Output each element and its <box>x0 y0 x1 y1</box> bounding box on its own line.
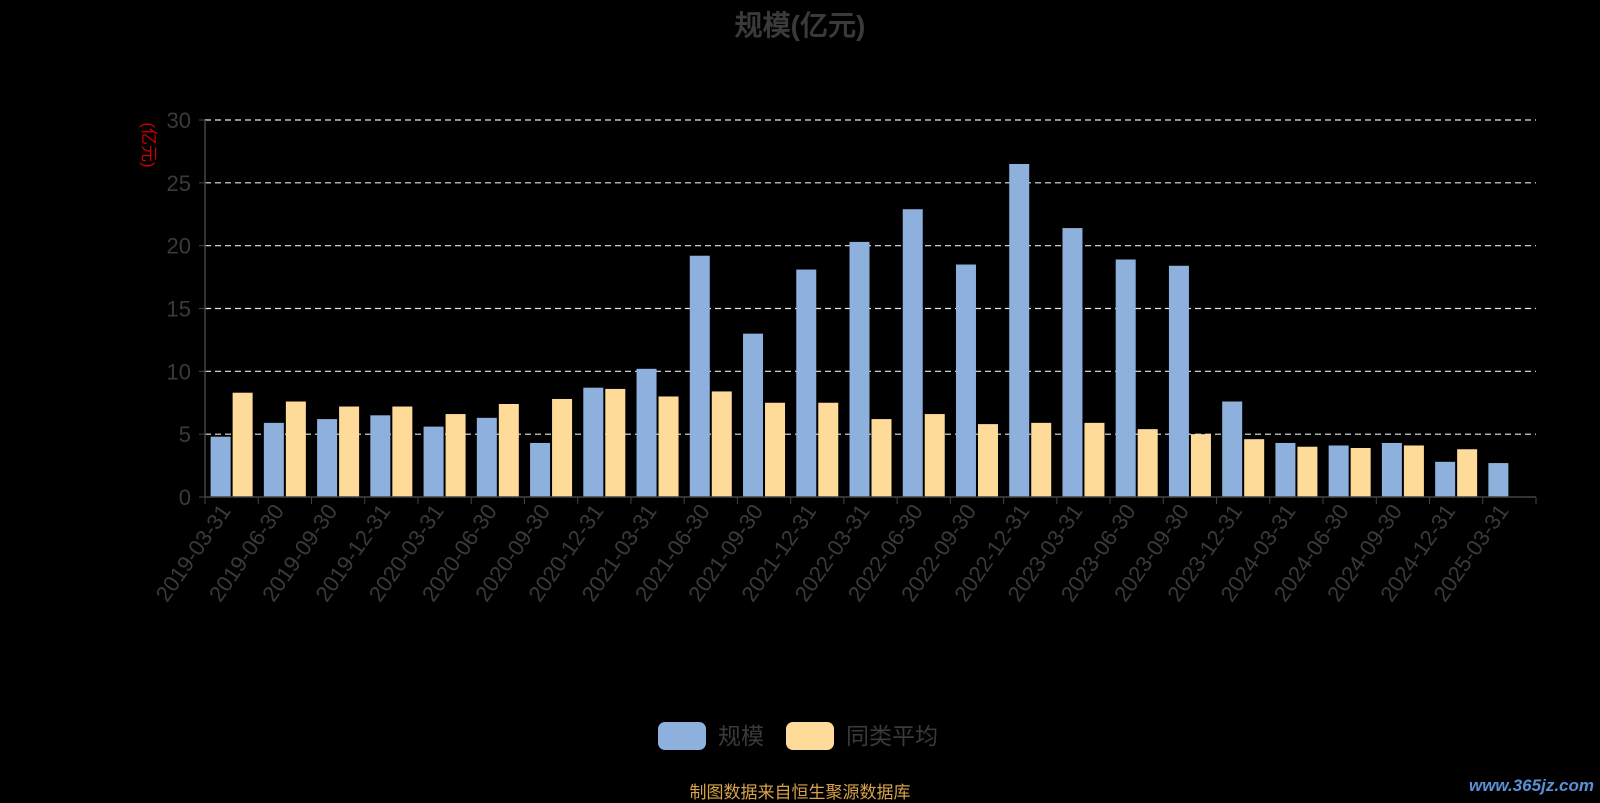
bar-category-average <box>658 396 679 497</box>
grid-lines <box>205 119 1536 435</box>
bar-scale <box>1275 442 1296 497</box>
bar-scale <box>743 333 764 497</box>
bar-category-average <box>1190 434 1211 497</box>
y-tick-label: 5 <box>179 422 191 447</box>
bar-scale <box>1381 442 1402 497</box>
bar-category-average <box>1297 446 1318 497</box>
bar-scale <box>955 264 976 497</box>
bar-category-average <box>232 392 253 497</box>
bar-scale <box>1222 401 1243 497</box>
y-axis-ticks: 0 5 10 15 20 25 30 <box>167 108 205 510</box>
bar-category-average <box>1031 422 1052 497</box>
bar-scale <box>423 426 444 497</box>
bar-category-average <box>1457 449 1478 497</box>
x-axis-ticks: 2019-03-312019-06-302019-09-302019-12-31… <box>151 497 1537 606</box>
bars <box>210 163 1509 497</box>
legend-swatch <box>786 722 834 750</box>
y-tick-label: 30 <box>167 108 191 133</box>
bar-scale <box>476 417 497 497</box>
bar-category-average <box>765 402 786 497</box>
y-tick-label: 0 <box>179 485 191 510</box>
legend-swatch <box>658 722 706 750</box>
axes <box>204 120 1536 498</box>
bar-category-average <box>339 406 360 497</box>
bar-category-average <box>552 398 573 497</box>
y-tick-label: 10 <box>167 359 191 384</box>
bar-scale <box>636 368 657 497</box>
bar-scale <box>1488 463 1509 497</box>
y-axis-label: (亿元) <box>139 122 158 167</box>
bar-category-average <box>498 404 519 497</box>
bar-category-average <box>605 388 626 497</box>
watermark: www.365jz.com <box>1468 776 1594 795</box>
bar-category-average <box>392 406 413 497</box>
bar-scale <box>1009 163 1030 497</box>
bar-category-average <box>1244 439 1265 497</box>
bar-category-average <box>924 414 945 497</box>
y-tick-label: 15 <box>167 297 191 322</box>
legend-label: 规模 <box>718 723 764 749</box>
bar-category-average <box>1084 422 1105 497</box>
bar-scale <box>263 422 284 497</box>
y-tick-label: 20 <box>167 234 191 259</box>
bar-scale <box>1062 228 1083 497</box>
bar-scale <box>796 269 817 497</box>
bar-scale <box>902 209 923 497</box>
bar-scale <box>1168 265 1189 497</box>
bar-category-average <box>711 391 732 497</box>
legend: 规模 同类平均 <box>658 722 938 750</box>
bar-scale <box>1328 445 1349 497</box>
bar-category-average <box>871 419 892 497</box>
bar-scale <box>210 436 231 497</box>
bar-category-average <box>1403 445 1424 497</box>
bar-scale <box>583 387 604 497</box>
bar-scale <box>1115 259 1136 497</box>
bar-scale <box>530 442 551 497</box>
bar-scale <box>317 419 338 497</box>
legend-label: 同类平均 <box>846 723 938 749</box>
bar-category-average <box>1137 429 1158 497</box>
bar-category-average <box>445 414 466 497</box>
bar-category-average <box>285 401 306 497</box>
bar-scale <box>370 415 391 497</box>
y-tick-label: 25 <box>167 171 191 196</box>
bar-scale <box>1435 461 1456 497</box>
bar-category-average <box>818 402 839 497</box>
bar-category-average <box>1350 447 1371 497</box>
bar-scale <box>689 255 710 497</box>
data-source-note: 制图数据来自恒生聚源数据库 <box>689 783 911 802</box>
bar-category-average <box>977 424 998 497</box>
chart-title: 规模(亿元) <box>734 10 866 41</box>
bar-scale <box>849 241 870 497</box>
